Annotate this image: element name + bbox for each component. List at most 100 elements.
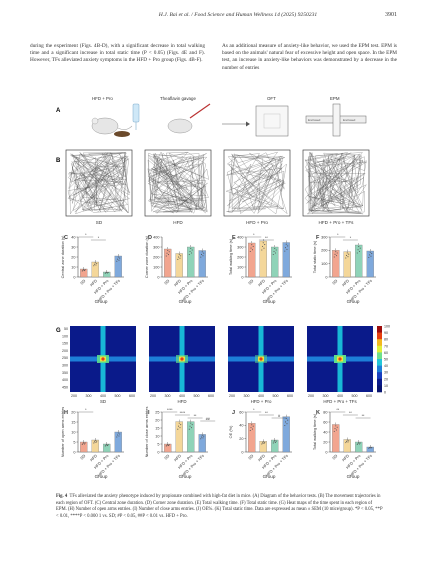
data-point	[168, 251, 170, 253]
data-point	[190, 247, 192, 250]
colorbar-tick: 50	[384, 358, 388, 362]
data-point	[356, 443, 358, 446]
data-point	[177, 428, 179, 430]
bar	[91, 261, 99, 278]
y-tick-label: 300	[153, 245, 159, 249]
data-point	[359, 247, 361, 249]
x-axis-title: Group	[263, 299, 276, 304]
y-tick-label: 20	[71, 410, 75, 414]
y-axis-label: Number of close arms entries	[144, 407, 149, 458]
data-point	[166, 252, 168, 254]
data-point	[346, 252, 348, 254]
data-point	[177, 425, 180, 427]
trajectory-label: HFD	[173, 220, 183, 225]
significance-mark: *	[253, 233, 255, 237]
caption-text: TFs alleviated the anxiety phenotype ind…	[56, 494, 383, 519]
y-tick-label: 0	[325, 275, 327, 279]
bar	[175, 253, 183, 278]
heatmap-y-tick: 150	[62, 342, 68, 346]
trajectory-label: HFD + Pro	[246, 220, 268, 225]
x-tick-label: HFD	[173, 278, 182, 287]
heatmap-y-tick: 200	[62, 349, 68, 353]
heatmap-x-tick: 600	[208, 394, 214, 398]
data-point	[369, 251, 371, 253]
bar	[271, 246, 279, 278]
data-point	[96, 440, 98, 442]
data-point	[251, 244, 253, 246]
bar	[366, 250, 374, 278]
data-point	[285, 417, 287, 419]
data-point	[190, 422, 192, 424]
y-tick-label: 0	[325, 450, 327, 454]
data-point	[284, 424, 286, 427]
colorbar-segment	[377, 385, 382, 393]
data-point	[334, 253, 336, 255]
y-tick-label: 400	[237, 235, 243, 239]
data-point	[345, 257, 347, 259]
data-point	[200, 438, 202, 440]
data-point	[94, 440, 96, 442]
heatmap-x-tick: 500	[273, 394, 279, 398]
data-point	[273, 441, 275, 443]
data-point	[274, 252, 277, 254]
x-axis-title: Group	[347, 474, 360, 479]
mouse-ear-icon	[91, 117, 99, 125]
data-point	[357, 442, 359, 445]
data-point	[348, 253, 350, 255]
data-point	[334, 428, 336, 430]
data-point	[117, 432, 119, 434]
data-point	[191, 249, 193, 251]
data-point	[273, 250, 275, 253]
data-point	[166, 444, 168, 446]
heatmap-x-tick: 400	[337, 394, 343, 398]
panel-letter-d: D	[148, 235, 152, 241]
bar	[332, 424, 340, 453]
data-point	[83, 443, 86, 445]
data-point	[284, 421, 287, 423]
panel-letter-g: G	[56, 328, 61, 334]
data-point	[336, 252, 338, 254]
data-point	[333, 256, 335, 258]
heatmap-x-tick: 300	[86, 394, 92, 398]
colorbar-segment	[377, 345, 382, 353]
x-axis-title: Group	[179, 474, 192, 479]
x-tick-label: HFD	[341, 278, 350, 287]
significance-mark: **	[265, 236, 268, 240]
bar	[355, 441, 363, 453]
x-tick-label: SD	[331, 453, 338, 460]
heatmap-y-tick: 50	[64, 327, 68, 331]
x-tick-label: SD	[163, 453, 170, 460]
data-point	[264, 441, 266, 443]
body-text-left: during the experiment (Figs. 4B-D), with…	[30, 43, 205, 64]
data-point	[180, 255, 182, 257]
data-point	[81, 270, 83, 272]
significance-mark: **	[194, 414, 197, 418]
data-point	[190, 427, 193, 429]
data-point	[358, 246, 360, 248]
page-number: 3901	[385, 12, 397, 18]
colorbar-tick: 60	[384, 351, 388, 355]
colorbar-tick: 100	[384, 325, 390, 329]
trajectory-path	[304, 151, 367, 215]
y-tick-label: 60	[323, 420, 327, 424]
y-tick-label: 0	[241, 450, 243, 454]
colorbar-segment	[377, 332, 382, 340]
colorbar-segment	[377, 378, 382, 386]
significance-mark: **	[349, 411, 352, 415]
colorbar-tick: 10	[384, 384, 388, 388]
panel-letter-a: A	[56, 108, 61, 114]
data-point	[252, 425, 254, 427]
y-tick-label: 60	[239, 410, 243, 414]
y-axis-label: Total walking time (s)	[312, 413, 317, 450]
heatmap-y-tick: 100	[62, 334, 68, 338]
y-tick-label: 300	[321, 235, 327, 239]
mouse-tail	[117, 125, 133, 130]
heatmap-y-tick: 400	[62, 378, 68, 382]
data-point	[83, 268, 85, 270]
trajectory-label: SD	[96, 220, 103, 225]
bar	[259, 441, 267, 453]
data-point	[275, 440, 277, 442]
